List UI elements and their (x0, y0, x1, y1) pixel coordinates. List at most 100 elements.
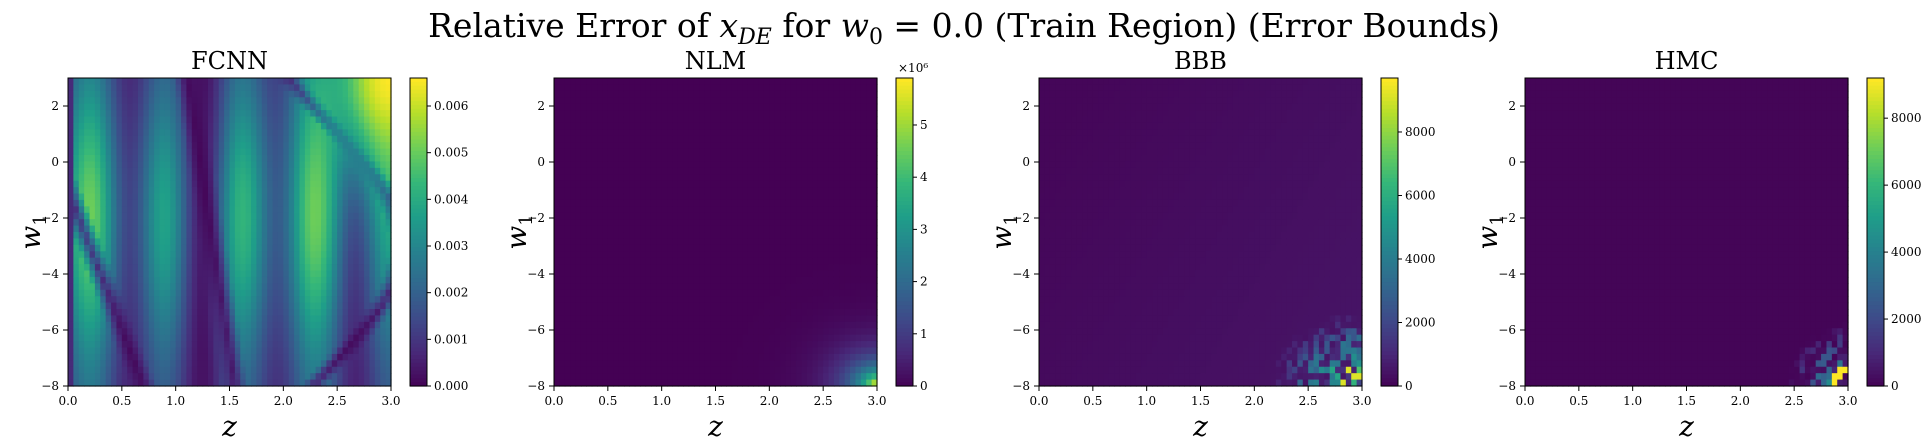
heatmap-cell (137, 276, 144, 284)
heatmap-cell (369, 225, 376, 233)
heatmap-cell (369, 84, 376, 92)
heatmap-cell (347, 302, 354, 310)
heatmap-cell (629, 244, 636, 252)
heatmap-cell (315, 193, 322, 201)
heatmap-cell (353, 193, 360, 201)
heatmap-cell (720, 328, 727, 336)
heatmap-cell (170, 264, 177, 272)
heatmap-cell (170, 270, 177, 278)
heatmap-cell (181, 238, 188, 246)
heatmap-cell (78, 90, 85, 98)
heatmap-cell (629, 366, 636, 374)
heatmap-cell (137, 174, 144, 182)
heatmap-cell (737, 187, 744, 195)
heatmap-cell (105, 122, 112, 130)
heatmap-cell (299, 97, 306, 105)
heatmap-cell (84, 90, 91, 98)
heatmap-cell (688, 309, 695, 317)
heatmap-cell (564, 212, 571, 220)
heatmap-cell (315, 90, 322, 98)
heatmap-cell (78, 110, 85, 118)
heatmap-cell (181, 341, 188, 349)
heatmap-cell (310, 199, 317, 207)
heatmap-cell (267, 84, 274, 92)
heatmap-cell (747, 251, 754, 259)
heatmap-cell (73, 251, 80, 259)
heatmap-cell (753, 270, 760, 278)
heatmap-cell (181, 84, 188, 92)
heatmap-cell (186, 155, 193, 163)
heatmap-cell (580, 155, 587, 163)
heatmap-cell (607, 321, 614, 329)
heatmap-cell (170, 360, 177, 368)
heatmap-cell (326, 174, 333, 182)
heatmap-cell (570, 289, 577, 297)
heatmap-cell (580, 206, 587, 214)
heatmap-cell (715, 212, 722, 220)
heatmap-cell (181, 328, 188, 336)
heatmap-cell (667, 116, 674, 124)
heatmap-cell (127, 155, 134, 163)
heatmap-cell (602, 264, 609, 272)
heatmap-cell (78, 187, 85, 195)
heatmap-cell (283, 206, 290, 214)
heatmap-cell (116, 360, 123, 368)
heatmap-cell (364, 257, 371, 265)
heatmap-cell (699, 122, 706, 130)
heatmap-cell (213, 97, 220, 105)
heatmap-cell (191, 257, 198, 265)
heatmap-cell (591, 296, 598, 304)
heatmap-cell (121, 283, 128, 291)
heatmap-cell (137, 90, 144, 98)
heatmap-cell (197, 289, 204, 297)
heatmap-cell (207, 257, 214, 265)
heatmap-cell (207, 174, 214, 182)
heatmap-cell (591, 379, 598, 387)
heatmap-cell (369, 167, 376, 175)
colorbar-segment (410, 162, 427, 168)
heatmap-cell (677, 309, 684, 317)
heatmap-cell (159, 360, 166, 368)
heatmap-cell (763, 309, 770, 317)
heatmap-cell (224, 129, 231, 137)
heatmap-cell (73, 315, 80, 323)
heatmap-cell (105, 84, 112, 92)
heatmap-cell (347, 341, 354, 349)
heatmap-cell (224, 174, 231, 182)
heatmap-cell (580, 264, 587, 272)
heatmap-cell (175, 148, 182, 156)
heatmap-cell (710, 161, 717, 169)
heatmap-cell (710, 315, 717, 323)
heatmap-cell (554, 334, 560, 342)
heatmap-cell (737, 244, 744, 252)
heatmap-cell (667, 251, 674, 259)
colorbar-segment (410, 174, 427, 179)
heatmap-cell (554, 167, 560, 175)
colorbar-segment (410, 297, 427, 302)
heatmap-cell (261, 341, 268, 349)
heatmap-cell (315, 110, 322, 118)
heatmap-cell (267, 206, 274, 214)
heatmap-cell (321, 219, 327, 227)
heatmap-cell (726, 212, 733, 220)
heatmap-cell (602, 90, 609, 98)
heatmap-cell (347, 251, 354, 259)
heatmap-cell (683, 161, 690, 169)
heatmap-cell (299, 180, 306, 188)
heatmap-cell (369, 264, 376, 272)
heatmap-cell (89, 321, 96, 329)
heatmap-cell (261, 353, 268, 361)
heatmap-cell (218, 174, 225, 182)
heatmap-cell (618, 135, 625, 143)
heatmap-cell (688, 199, 695, 207)
heatmap-cell (704, 180, 711, 188)
heatmap-cell (602, 379, 609, 387)
heatmap-cell (267, 161, 274, 169)
heatmap-cell (570, 276, 577, 284)
heatmap-cell (294, 78, 301, 86)
heatmap-cell (310, 135, 317, 143)
heatmap-cell (677, 328, 684, 336)
heatmap-cell (667, 193, 674, 201)
heatmap-cell (693, 360, 700, 368)
heatmap-cell (267, 360, 274, 368)
